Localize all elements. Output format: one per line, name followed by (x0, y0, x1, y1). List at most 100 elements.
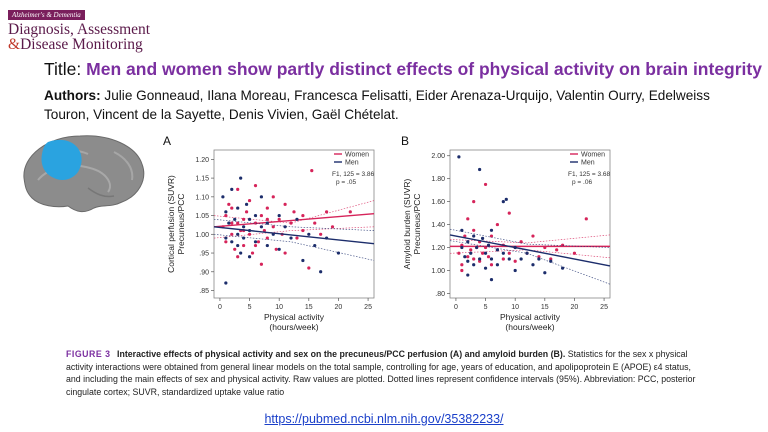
legend-label-women: Women (345, 152, 369, 159)
x-tick-label: 25 (364, 304, 372, 311)
x-tick-label: 25 (600, 304, 608, 311)
women-point (324, 210, 329, 214)
caption-body: Statistics for the sex x physical activi… (66, 349, 696, 397)
women-point (224, 240, 228, 244)
women-point (230, 206, 234, 210)
men-point (247, 217, 252, 221)
women-point (256, 240, 261, 244)
women-point (265, 206, 269, 210)
men-point (319, 270, 323, 274)
men-point (489, 257, 494, 261)
women-point (289, 221, 293, 225)
y-tick-label: 1.00 (431, 268, 445, 275)
men-point (483, 266, 488, 270)
y-axis-label-region: Precuneus/PCC (412, 194, 422, 255)
men-point (472, 263, 476, 267)
women-point (348, 210, 352, 214)
women-point (472, 228, 476, 232)
men-point (507, 257, 511, 261)
x-tick-label: 15 (305, 304, 313, 311)
authors-label: Authors: (44, 88, 101, 103)
authors-list: Julie Gonneaud, Ilana Moreau, Francesca … (44, 88, 710, 122)
women-point (549, 257, 553, 261)
men-point (259, 225, 264, 229)
women-point (236, 187, 240, 191)
men-point (466, 240, 470, 244)
women-point (224, 213, 228, 218)
men-point (336, 251, 341, 255)
women-point (507, 211, 511, 215)
journal-name-line2: &Disease Monitoring (8, 36, 150, 53)
men-point (460, 228, 464, 232)
stat-p: p = .05 (336, 179, 356, 186)
men-point (233, 217, 237, 221)
men-point (478, 167, 482, 172)
women-point (265, 236, 269, 240)
men-point (457, 155, 461, 159)
women-point (507, 251, 511, 255)
legend-label-women: Women (581, 152, 605, 159)
men-point (313, 243, 317, 248)
women-point (457, 251, 461, 255)
authors: Authors: Julie Gonneaud, Ilana Moreau, F… (44, 86, 744, 124)
women-point (501, 257, 505, 261)
men-point (480, 236, 485, 240)
women-ci-upper-line (449, 234, 611, 244)
men-point (543, 271, 547, 275)
men-point (501, 251, 505, 255)
chart-b: .80 1.00 1.20 1.40 1.60 1.80 2.00 0 5 10 15 20 25 Wom… (402, 149, 611, 332)
men-point (221, 195, 225, 199)
women-point (227, 202, 231, 206)
men-point (463, 255, 467, 259)
x-tick-label: 5 (248, 304, 252, 311)
journal-name-line2-text: Disease Monitoring (20, 36, 143, 53)
pubmed-link[interactable]: https://pubmed.ncbi.nlm.nih.gov/35382233… (264, 412, 504, 426)
stat-p: p = .06 (572, 179, 592, 186)
brain-illustration (23, 135, 145, 213)
legend-label-men: Men (345, 160, 359, 167)
men-point (265, 243, 269, 248)
women-point (253, 243, 258, 248)
y-tick-label: 1.05 (195, 213, 209, 220)
men-point (236, 206, 240, 210)
men-ci-upper-line (213, 218, 375, 231)
women-point (313, 221, 317, 225)
x-axis-label-unit: (hours/week) (269, 322, 318, 332)
men-point (486, 243, 491, 247)
women-point (259, 262, 264, 266)
men-point (239, 176, 243, 180)
men-ci-upper-line (449, 228, 611, 248)
women-point (265, 217, 269, 221)
y-tick-label: .85 (199, 288, 209, 295)
men-point (242, 236, 246, 240)
men-point (472, 234, 476, 238)
men-point (495, 263, 500, 267)
men-point (242, 225, 246, 229)
men-fit-line (449, 234, 611, 267)
women-fit-line (213, 212, 375, 228)
y-tick-label: 1.40 (431, 222, 445, 229)
journal-band: Alzheimer's & Dementia (8, 10, 85, 20)
women-point (495, 222, 500, 227)
y-tick-label: 1.15 (195, 176, 209, 183)
x-tick-label: 20 (571, 304, 579, 311)
x-tick-label: 10 (275, 304, 283, 311)
men-point (307, 232, 311, 236)
men-point (259, 195, 264, 199)
x-tick-label: 15 (541, 304, 549, 311)
y-tick-label: .95 (199, 251, 209, 258)
women-point (584, 217, 588, 221)
women-point (310, 169, 314, 173)
men-point (301, 258, 305, 263)
paper-title: Title: Men and women show partly distinc… (44, 59, 762, 80)
y-tick-label: 1.20 (431, 245, 445, 252)
women-point (230, 221, 234, 225)
y-tick-label: 2.00 (431, 153, 445, 160)
women-point (330, 225, 335, 229)
men-point (478, 257, 482, 261)
men-point (466, 273, 470, 277)
journal-name-line1: Diagnosis, Assessment (8, 21, 151, 38)
women-point (307, 266, 311, 270)
men-point (519, 257, 523, 261)
men-point (224, 210, 228, 214)
